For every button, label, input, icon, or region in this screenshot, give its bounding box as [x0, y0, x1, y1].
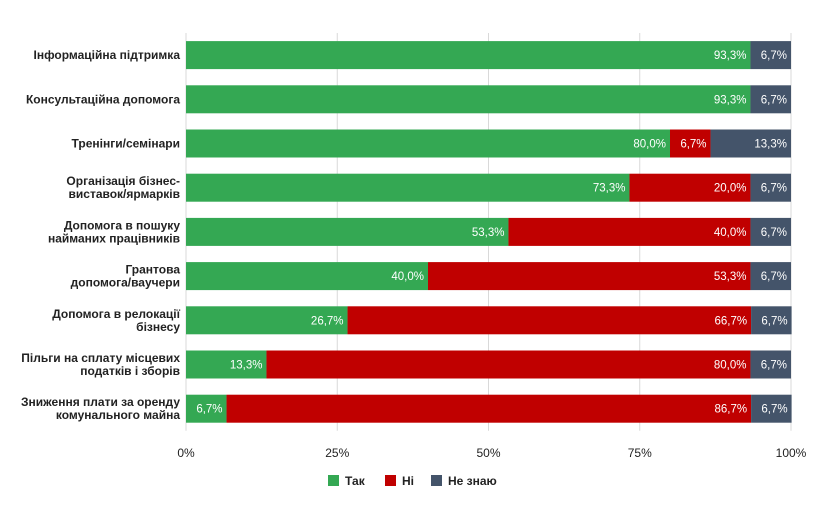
data-label: 6,7% [761, 271, 787, 283]
data-label: 53,3% [714, 271, 747, 283]
bar-segment [750, 41, 791, 70]
legend-swatch [431, 475, 442, 486]
bar-segment [186, 394, 227, 423]
category-label-line: Зниження плати за оренду [21, 395, 180, 409]
data-label: 80,0% [633, 139, 666, 151]
data-labels: 93,3% 6,7% 93,3% 6,7% 80,0% 6,7% 13,3% 73,3% 20,… [196, 50, 787, 416]
bar-segment [750, 350, 791, 379]
category-label-line: податків і зборів [80, 364, 180, 378]
data-label: 6,7% [761, 94, 787, 106]
category-label: Допомога в пошуку найманих працівників [48, 218, 180, 245]
data-label: 6,7% [761, 404, 787, 416]
bar-segment [186, 306, 348, 335]
data-label: 6,7% [761, 50, 787, 62]
bar-segment [186, 85, 751, 114]
bar-segment [347, 306, 752, 335]
category-label: Організація бізнес-виставок/ярмарків [66, 174, 180, 201]
category-label-line: Допомога в пошуку [64, 218, 180, 232]
data-label: 13,3% [230, 360, 263, 372]
bar-segment [710, 129, 791, 158]
data-label: 26,7% [311, 315, 344, 327]
data-label: 6,7% [761, 227, 787, 239]
data-label: 66,7% [714, 315, 747, 327]
category-label-line: комунального майна [56, 408, 180, 422]
data-label: 13,3% [754, 139, 787, 151]
data-label: 6,7% [761, 360, 787, 372]
x-tick-label: 75% [628, 446, 652, 460]
data-label: 40,0% [714, 227, 747, 239]
category-label-line: бізнесу [136, 320, 180, 334]
category-label-line: найманих працівників [48, 231, 180, 245]
category-label-line: Пільги на сплату місцевих [21, 351, 180, 365]
bar-segment [428, 262, 751, 291]
category-label: Інформаційна підтримка [33, 48, 180, 62]
bar-segment [629, 173, 751, 202]
data-label: 53,3% [472, 227, 505, 239]
bar-segment [750, 85, 791, 114]
data-label: 80,0% [714, 360, 747, 372]
data-label: 6,7% [761, 315, 787, 327]
bars [186, 41, 792, 423]
bar-segment [750, 217, 791, 246]
x-tick-label: 100% [776, 446, 807, 460]
category-label-line: Допомога в релокації [52, 307, 180, 321]
category-label: Грантова допомога/ваучери [71, 263, 181, 290]
bar-segment [186, 217, 509, 246]
bar-segment [266, 350, 751, 379]
category-label: Тренінги/семінари [72, 137, 180, 151]
data-label: 93,3% [714, 50, 747, 62]
legend-label: Так [345, 474, 366, 488]
bar-segment [670, 129, 711, 158]
category-label-line: виставок/ярмарків [69, 187, 180, 201]
bar-segment [226, 394, 752, 423]
bar-segment [750, 173, 791, 202]
bar-segment [751, 394, 792, 423]
data-label: 6,7% [680, 139, 706, 151]
legend: Так Ні Не знаю [328, 474, 497, 488]
category-label-line: Консультаційна допомога [26, 92, 180, 106]
data-label: 86,7% [714, 404, 747, 416]
x-axis-ticks: 0% 25% 50% 75% 100% [177, 446, 806, 460]
category-label-line: Тренінги/семінари [72, 137, 180, 151]
category-label-line: допомога/ваучери [71, 276, 180, 290]
x-tick-label: 50% [476, 446, 500, 460]
x-tick-label: 25% [325, 446, 349, 460]
bar-segment [186, 350, 267, 379]
data-label: 6,7% [196, 404, 222, 416]
bar-segment [186, 262, 428, 291]
category-label-line: Організація бізнес- [66, 174, 180, 188]
category-label: Зниження плати за оренду комунального май… [21, 395, 180, 422]
bar-segment [186, 129, 670, 158]
bar-segment [751, 306, 792, 335]
legend-label: Не знаю [448, 474, 497, 488]
data-label: 6,7% [761, 183, 787, 195]
legend-swatch [328, 475, 339, 486]
data-label: 40,0% [391, 271, 424, 283]
category-label-line: Грантова [125, 263, 180, 277]
bar-segment [750, 262, 791, 291]
legend-label: Ні [402, 474, 414, 488]
data-label: 93,3% [714, 94, 747, 106]
data-label: 73,3% [593, 183, 626, 195]
category-labels: Інформаційна підтримка Консультаційна доп… [21, 48, 181, 422]
category-label: Пільги на сплату місцевих податків і збор… [21, 351, 180, 378]
legend-swatch [385, 475, 396, 486]
bar-segment [186, 41, 751, 70]
category-label: Допомога в релокації бізнесу [52, 307, 180, 334]
x-tick-label: 0% [177, 446, 195, 460]
bar-segment [508, 217, 751, 246]
category-label-line: Інформаційна підтримка [33, 48, 180, 62]
category-label: Консультаційна допомога [26, 92, 180, 106]
data-label: 20,0% [714, 183, 747, 195]
bar-segment [186, 173, 630, 202]
